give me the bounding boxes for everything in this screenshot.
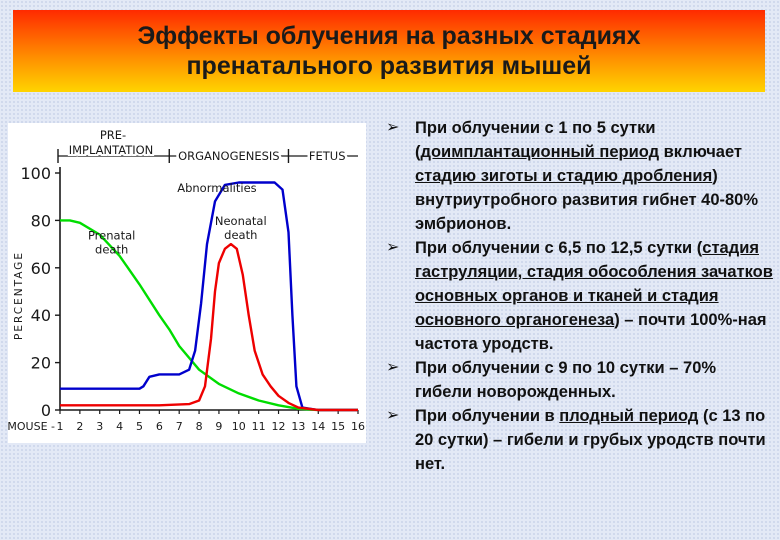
bullet-arrow-icon: ➢ [386,407,400,424]
x-tick-label: 2 [76,420,83,433]
bullet-text-part: ) – почти 100%-ная частота уродств. [415,311,767,353]
x-tick-label: 15 [331,420,345,433]
bullet-text-part: стадию зиготы и стадию дробления [415,167,713,185]
x-tick-label: 4 [116,420,123,433]
y-tick-label: 20 [31,354,51,373]
x-tick-label: 12 [272,420,286,433]
stage-label-implantation: IMPLANTATION [69,143,154,157]
bullet-list: ➢ При облучении с 1 по 5 сутки (доимплант… [382,116,774,476]
bullet-item: ➢ При облучении с 9 по 10 сутки – 70% гиб… [382,356,774,404]
x-tick-label: 11 [252,420,266,433]
bullet-text-part: При облучении с 9 по 10 сутки – 70% гибе… [415,359,717,401]
stage-label-organogenesis: ORGANOGENESIS [178,149,280,163]
bullet-arrow-icon: ➢ [386,239,400,256]
x-tick-label: 3 [96,420,103,433]
bullet-text-part: ) внутриутробного развития гибнет 40-80%… [415,167,759,233]
bullet-text-part: При облучении с 6,5 по 12,5 сутки ( [415,239,703,257]
bullet-item: ➢ При облучении с 6,5 по 12,5 сутки (стад… [382,236,774,356]
bullet-item: ➢ При облучении в плодный период (с 13 по… [382,404,774,476]
x-tick-label: 14 [311,420,325,433]
series-label: Abnormalities [177,181,256,195]
bullet-item: ➢ При облучении с 1 по 5 сутки (доимплант… [382,116,774,236]
stage-label-pre: PRE- [100,128,126,142]
x-tick-label: 8 [196,420,203,433]
series-label: death [95,242,128,256]
series-label: Prenatal [88,228,135,242]
x-tick-label: 1 [57,420,64,433]
x-tick-label: 13 [291,420,305,433]
title-banner: Эффекты облучения на разных стадиях прен… [13,10,765,92]
bullet-text-part: плодный период [559,407,699,425]
y-tick-label: 100 [20,164,51,183]
bullet-text-part: включает [659,143,743,161]
bullet-text-part: При облучении с 1 по 5 сутки ( [415,119,656,161]
bullet-text-part: стадия гаструляции, стадия обособления з… [415,239,773,329]
series-line-2 [60,242,358,412]
x-tick-label: 9 [215,420,222,433]
x-tick-label: 16 [351,420,365,433]
slide-title-line-1: Эффекты облучения на разных стадиях [137,22,641,50]
x-tick-label: 7 [176,420,183,433]
series-label: death [224,228,257,242]
y-tick-label: 0 [41,401,51,420]
bullet-arrow-icon: ➢ [386,359,400,376]
series-line-0 [60,219,358,412]
y-tick-label: 40 [31,306,51,325]
x-axis-prefix-label: MOUSE - [8,420,55,433]
x-tick-label: 6 [156,420,163,433]
y-tick-label: 80 [31,211,51,230]
slide-title-line-2: пренатального развития мышей [186,52,592,80]
x-tick-label: 10 [232,420,246,433]
bullet-arrow-icon: ➢ [386,119,400,136]
series-label: Neonatal [215,214,267,228]
bullet-text-part: (с 13 по 20 сутки) – гибели и грубых уро… [415,407,766,473]
x-tick-label: 5 [136,420,143,433]
bullet-text-part: При облучении в [415,407,560,425]
y-axis-label: PERCENTAGE [13,251,25,340]
y-tick-label: 60 [31,259,51,278]
radiation-effects-chart: 0 20 40 60 80 100 PERCENTAGE 1 2 3 4 5 6 7 8 9 10 11 12 13 1… [8,123,366,443]
stage-label-fetus: FETUS [309,149,346,163]
series-line-1 [60,181,358,412]
bullet-text-part: доимплантационный период [420,143,660,161]
